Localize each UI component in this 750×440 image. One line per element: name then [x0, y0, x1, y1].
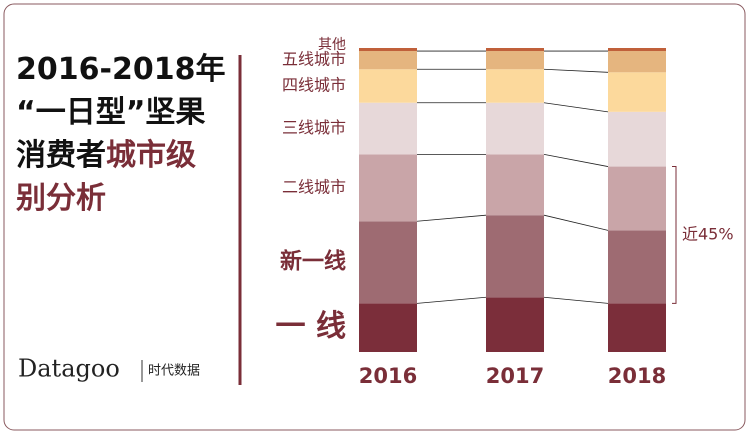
bar-segment — [359, 48, 417, 52]
logo-text: 时代数据 — [148, 364, 200, 379]
bar-segment — [359, 303, 417, 352]
bar-segment — [608, 166, 666, 231]
bar-segment — [486, 215, 544, 298]
bar-segment — [359, 51, 417, 70]
x-tick-label: 2017 — [486, 364, 544, 388]
bar-segment — [359, 154, 417, 222]
connector — [416, 296, 487, 304]
bar-segment — [608, 51, 666, 73]
bar-segment — [608, 230, 666, 304]
connector — [543, 68, 609, 73]
title-part: 别分析 — [16, 181, 106, 216]
bar-segment — [359, 102, 417, 155]
connector — [543, 214, 609, 231]
connector — [543, 154, 609, 167]
title-line: 消费者城市级 — [16, 138, 196, 173]
annotation-bracket — [672, 166, 677, 304]
connector — [543, 296, 609, 304]
bar-segment — [608, 48, 666, 52]
bar-segment — [486, 297, 544, 352]
series-label: 二线城市 — [282, 177, 346, 196]
connector — [416, 214, 487, 222]
frame — [3, 3, 746, 431]
title-part: 城市级 — [106, 138, 196, 173]
series-label: 四线城市 — [282, 76, 346, 95]
bar-segment — [486, 154, 544, 216]
bar-segment — [486, 102, 544, 155]
bar-segment — [486, 69, 544, 103]
title-part: 2016-2018年 — [16, 52, 225, 87]
series-label: 一 线 — [276, 309, 346, 344]
bar-segment — [486, 51, 544, 70]
title-line: 2016-2018年 — [16, 52, 225, 87]
bar-segment — [359, 221, 417, 304]
title-line: “一日型”坚果 — [16, 95, 205, 130]
title-part: 消费者 — [16, 138, 106, 173]
bar-segment — [359, 69, 417, 103]
series-label: 其他 — [318, 37, 346, 53]
x-tick-label: 2016 — [359, 364, 417, 388]
connector — [543, 102, 609, 113]
bar-segment — [608, 303, 666, 352]
annotation: 近45% — [682, 224, 734, 243]
x-tick-label: 2018 — [608, 364, 666, 388]
bar-segment — [486, 48, 544, 52]
series-label: 三线城市 — [282, 118, 346, 137]
logo-name: Datagoo — [18, 355, 120, 383]
title-part: “一日型”坚果 — [16, 95, 205, 130]
bar-segment — [608, 72, 666, 112]
series-label: 五线城市 — [282, 50, 346, 69]
bar-segment — [608, 111, 666, 167]
title-line: 别分析 — [16, 181, 106, 216]
series-label: 新一线 — [280, 248, 346, 274]
